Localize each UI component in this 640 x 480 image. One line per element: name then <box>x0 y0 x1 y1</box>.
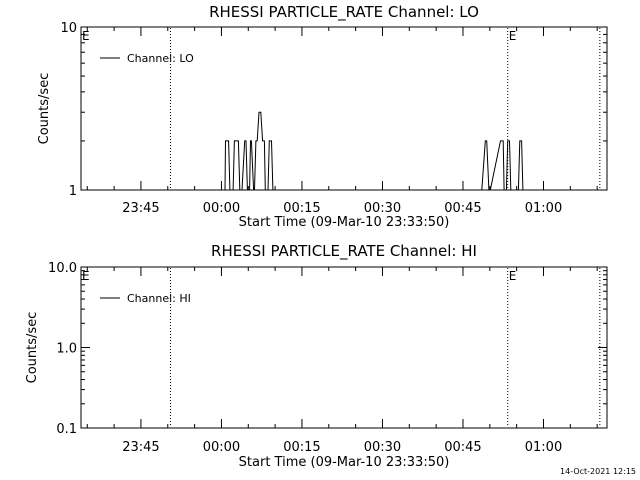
x-tick-label: 00:15 <box>283 201 320 216</box>
y-tick-label: 10 <box>60 21 77 36</box>
x-tick-label: 00:00 <box>203 201 240 216</box>
x-tick-label: 00:00 <box>203 440 240 455</box>
chart-title: RHESSI PARTICLE_RATE Channel: LO <box>209 3 479 22</box>
x-tick-label: 00:30 <box>364 440 401 455</box>
x-axis-label: Start Time (09-Mar-10 23:33:50) <box>239 455 450 470</box>
event-marker-label: E <box>509 29 517 43</box>
y-tick-label: 10.0 <box>48 261 77 276</box>
y-axis-label: Counts/sec <box>37 73 52 145</box>
x-tick-label: 01:00 <box>525 440 562 455</box>
event-marker-label: E <box>82 29 90 43</box>
chart-title: RHESSI PARTICLE_RATE Channel: HI <box>211 242 477 261</box>
legend-label: Channel: LO <box>127 52 194 65</box>
chart-channel-hi: RHESSI PARTICLE_RATE Channel: HI 10.0 1.0 0… <box>25 242 608 470</box>
y-axis-label: Counts/sec <box>25 312 40 384</box>
event-marker-label: E <box>509 269 517 283</box>
footer-timestamp: 14-Oct-2021 12:15 <box>560 467 636 476</box>
series-line <box>221 111 524 191</box>
y-tick-label: 1 <box>69 184 77 199</box>
y-tick-label: 0.1 <box>56 422 77 437</box>
x-tick-label: 00:45 <box>444 440 481 455</box>
chart-channel-lo: RHESSI PARTICLE_RATE Channel: LO 10 1 23:45… <box>37 3 608 230</box>
x-axis-label: Start Time (09-Mar-10 23:33:50) <box>239 215 450 230</box>
y-tick-label: 1.0 <box>56 342 77 357</box>
event-marker-label: E <box>82 269 90 283</box>
x-tick-label: 23:45 <box>122 440 159 455</box>
x-tick-label: 00:45 <box>444 201 481 216</box>
x-tick-label: 00:15 <box>283 440 320 455</box>
x-tick-label: 00:30 <box>364 201 401 216</box>
legend-label: Channel: HI <box>127 292 191 305</box>
x-tick-label: 01:00 <box>525 201 562 216</box>
x-tick-label: 23:45 <box>122 201 159 216</box>
